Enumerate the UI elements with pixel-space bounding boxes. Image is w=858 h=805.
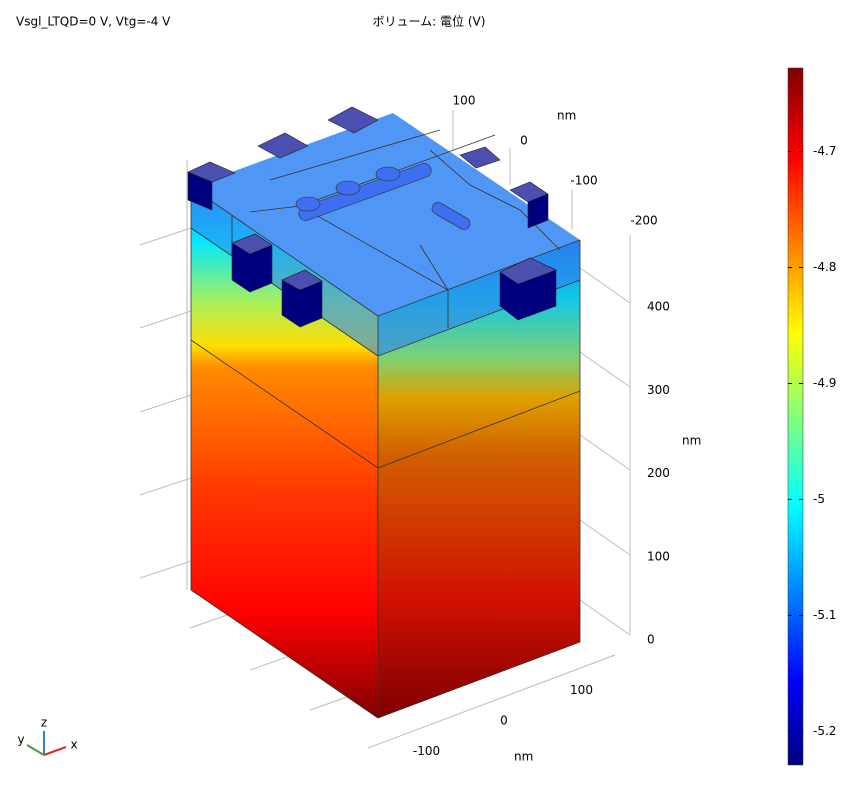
y-tick-label: 0 [520,134,528,148]
x-tick-label: -100 [413,744,440,758]
x-tick-label: 100 [570,683,593,697]
z-tick-label: 0 [647,633,655,647]
right-face [378,240,580,718]
colorbar-tick-label: -5 [813,492,825,506]
plot-label: Vsgl_LTQD=0 V, Vtg=-4 V [16,15,171,29]
y-tick-label: -200 [630,214,657,228]
y-axis-unit: nm [557,109,576,123]
y-tick-label: -100 [570,174,597,188]
colorbar-tick-label: -5.2 [813,724,836,738]
z-tick-label: 100 [647,549,670,563]
triad-z: z [41,716,47,730]
colorbar-tick-label: -4.7 [813,144,836,158]
x-tick-label: 0 [500,714,508,728]
background-axes [139,110,631,749]
colorbar-tick-label: -4.9 [813,376,836,390]
z-tick-label: 400 [647,300,670,314]
z-axis-unit: nm [682,434,701,448]
x-axis-unit: nm [514,750,533,764]
colorbar-tick-label: -4.8 [813,260,836,274]
top-face [191,113,580,316]
z-tick-label: 200 [647,466,670,480]
triad-x: x [70,738,77,752]
z-tick-label: 300 [647,383,670,397]
axis-triad: z x y [17,716,78,756]
y-tick-label: 100 [453,94,476,108]
colorbar-tick-label: -5.1 [813,608,836,622]
plot-title: ボリューム: 電位 (V) [373,14,486,29]
device-volume [187,106,581,719]
colorbar [787,67,804,766]
triad-y: y [17,733,24,747]
gates [187,106,557,328]
